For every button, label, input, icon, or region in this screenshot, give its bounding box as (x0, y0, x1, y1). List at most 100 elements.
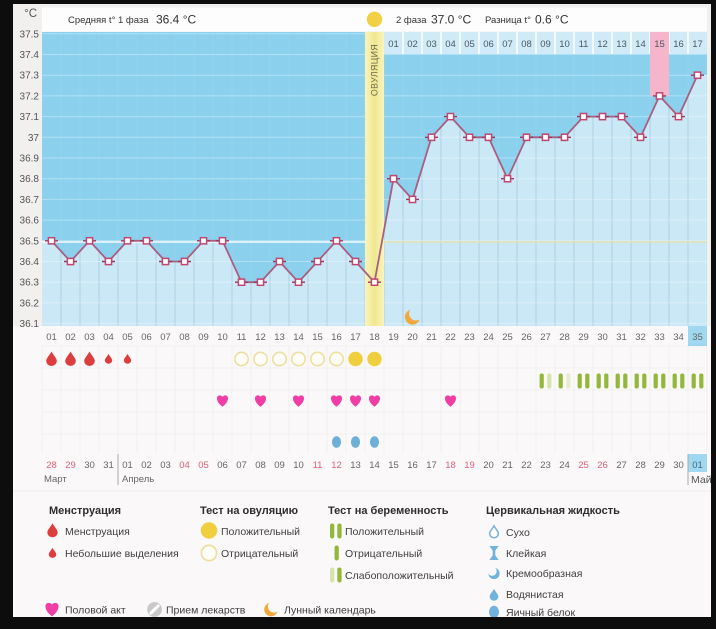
svg-text:Разница t°: Разница t° (485, 15, 531, 26)
svg-text:36.2: 36.2 (20, 298, 40, 309)
svg-text:02: 02 (141, 460, 152, 471)
svg-text:28: 28 (559, 332, 570, 343)
svg-text:03: 03 (426, 39, 437, 50)
svg-text:24: 24 (483, 332, 494, 343)
svg-text:36.9: 36.9 (20, 154, 40, 165)
svg-text:Цервикальная жидкость: Цервикальная жидкость (486, 505, 620, 517)
svg-text:15: 15 (312, 332, 323, 343)
svg-text:11: 11 (313, 460, 323, 471)
svg-text:10: 10 (293, 460, 304, 471)
svg-text:01: 01 (388, 39, 399, 50)
svg-text:26: 26 (597, 460, 608, 471)
svg-text:Яичный белок: Яичный белок (506, 607, 576, 617)
svg-text:04: 04 (103, 332, 114, 343)
svg-text:Средняя t° 1 фаза: Средняя t° 1 фаза (68, 15, 149, 26)
svg-text:13: 13 (274, 332, 285, 343)
svg-text:2 фаза: 2 фаза (396, 15, 427, 26)
svg-text:Слабоположительный: Слабоположительный (345, 570, 454, 582)
svg-text:30: 30 (597, 332, 608, 343)
svg-text:29: 29 (578, 332, 589, 343)
svg-text:17: 17 (692, 39, 703, 50)
svg-text:37.4: 37.4 (20, 50, 40, 61)
svg-text:08: 08 (255, 460, 266, 471)
svg-text:32: 32 (635, 332, 646, 343)
svg-text:37.0 °C: 37.0 °C (431, 13, 471, 27)
svg-text:13: 13 (350, 460, 361, 471)
svg-text:31: 31 (103, 460, 114, 471)
svg-text:02: 02 (65, 332, 76, 343)
svg-text:Клейкая: Клейкая (506, 548, 546, 560)
svg-text:Менструация: Менструация (65, 526, 130, 538)
svg-text:29: 29 (65, 460, 76, 471)
svg-text:30: 30 (673, 460, 684, 471)
svg-text:27: 27 (616, 460, 627, 471)
svg-text:03: 03 (84, 332, 95, 343)
svg-text:17: 17 (350, 332, 361, 343)
svg-text:Март: Март (44, 474, 67, 485)
svg-text:16: 16 (331, 332, 342, 343)
svg-text:07: 07 (502, 39, 513, 50)
svg-text:08: 08 (179, 332, 190, 343)
svg-text:37: 37 (28, 133, 40, 144)
svg-text:21: 21 (426, 332, 437, 343)
svg-text:36.7: 36.7 (20, 195, 40, 206)
svg-text:18: 18 (369, 332, 380, 343)
svg-text:19: 19 (464, 460, 475, 471)
svg-text:15: 15 (388, 460, 399, 471)
svg-text:Тест на беременность: Тест на беременность (328, 505, 449, 517)
svg-text:37.3: 37.3 (20, 71, 40, 82)
svg-text:09: 09 (540, 39, 551, 50)
svg-text:18: 18 (445, 460, 456, 471)
svg-text:Положительный: Положительный (345, 526, 424, 538)
svg-text:Положительный: Положительный (221, 526, 300, 538)
svg-text:Кремообразная: Кремообразная (506, 568, 582, 580)
svg-text:05: 05 (198, 460, 209, 471)
svg-text:°C: °C (24, 8, 37, 20)
svg-text:09: 09 (198, 332, 209, 343)
svg-text:11: 11 (237, 332, 247, 343)
svg-text:Небольшие выделения: Небольшие выделения (65, 548, 179, 560)
svg-text:27: 27 (540, 332, 551, 343)
svg-text:25: 25 (578, 460, 589, 471)
svg-text:09: 09 (274, 460, 285, 471)
svg-text:23: 23 (540, 460, 551, 471)
svg-text:Отрицательный: Отрицательный (345, 548, 422, 560)
svg-text:Менструация: Менструация (49, 505, 121, 517)
svg-text:35: 35 (692, 332, 703, 343)
svg-text:Сухо: Сухо (506, 527, 530, 539)
svg-text:06: 06 (217, 460, 228, 471)
svg-text:29: 29 (654, 460, 665, 471)
svg-text:01: 01 (122, 460, 133, 471)
svg-text:Тест на овуляцию: Тест на овуляцию (200, 505, 298, 517)
svg-text:0.6 °C: 0.6 °C (535, 13, 569, 27)
svg-text:36.3: 36.3 (20, 278, 40, 289)
svg-text:19: 19 (388, 332, 399, 343)
svg-text:14: 14 (369, 460, 380, 471)
svg-text:07: 07 (236, 460, 247, 471)
svg-text:06: 06 (483, 39, 494, 50)
svg-text:34: 34 (673, 332, 684, 343)
svg-text:23: 23 (464, 332, 475, 343)
svg-text:16: 16 (407, 460, 418, 471)
svg-text:22: 22 (521, 460, 532, 471)
svg-text:01: 01 (692, 460, 703, 471)
svg-text:37.5: 37.5 (20, 29, 40, 40)
svg-text:28: 28 (635, 460, 646, 471)
svg-text:37.1: 37.1 (20, 112, 40, 123)
svg-text:16: 16 (673, 39, 684, 50)
svg-text:08: 08 (521, 39, 532, 50)
svg-text:Лунный календарь: Лунный календарь (284, 605, 376, 617)
svg-text:30: 30 (84, 460, 95, 471)
svg-text:20: 20 (483, 460, 494, 471)
svg-text:04: 04 (179, 460, 190, 471)
svg-text:Водянистая: Водянистая (506, 589, 564, 601)
svg-text:14: 14 (635, 39, 646, 50)
svg-text:Половой акт: Половой акт (65, 605, 126, 617)
svg-text:12: 12 (331, 460, 342, 471)
svg-text:11: 11 (579, 39, 589, 50)
svg-text:07: 07 (160, 332, 171, 343)
svg-text:22: 22 (445, 332, 456, 343)
svg-text:36.8: 36.8 (20, 174, 40, 185)
svg-text:Апрель: Апрель (122, 474, 154, 485)
svg-text:17: 17 (426, 460, 437, 471)
